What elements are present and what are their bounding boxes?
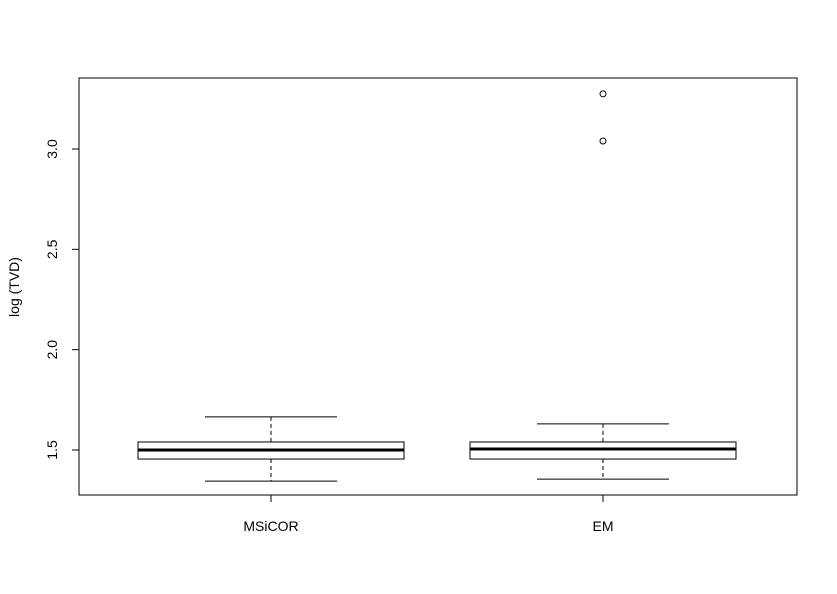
outlier-point xyxy=(599,90,607,98)
x-tick-label: MSiCOR xyxy=(243,518,298,534)
y-axis-label: log (TVD) xyxy=(6,257,22,317)
x-axis: MSiCOR EM xyxy=(243,495,614,534)
plot-frame xyxy=(78,77,798,496)
y-tick-label: 1.5 xyxy=(44,440,60,460)
outlier-point xyxy=(599,137,607,145)
iqr-box xyxy=(469,441,737,460)
x-tick-label: EM xyxy=(593,518,614,534)
box-msicor xyxy=(137,416,405,482)
y-axis: 1.5 2.0 2.5 3.0 xyxy=(44,139,79,460)
y-tick-label: 3.0 xyxy=(44,139,60,159)
box-em xyxy=(469,90,737,480)
y-tick-label: 2.5 xyxy=(44,239,60,259)
boxes xyxy=(137,90,737,482)
y-tick-label: 2.0 xyxy=(44,340,60,360)
